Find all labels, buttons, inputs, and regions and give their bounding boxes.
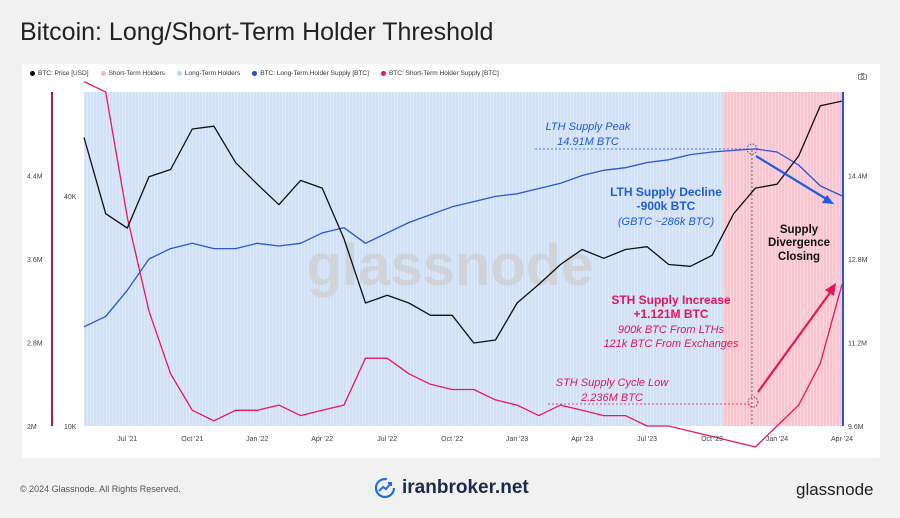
x-tick-label: Apr '23 xyxy=(571,436,593,443)
legend-item-sth-supply[interactable]: BTC: Short-Term Holder Supply [BTC] xyxy=(380,70,499,77)
lth-supply-line xyxy=(83,148,843,328)
legend-item-lth-band[interactable]: Long-Term Holders xyxy=(176,70,241,77)
x-tick-label: Oct '23 xyxy=(701,436,723,443)
legend-dot xyxy=(252,71,258,76)
legend-item-lth-supply[interactable]: BTC: Long-Term Holder Supply [BTC] xyxy=(252,70,369,77)
legend-item-price[interactable]: BTC: Price [USD] xyxy=(30,70,89,77)
legend-label: Long-Term Holders xyxy=(184,70,241,77)
iranbroker-brand[interactable]: iranbroker.net xyxy=(374,477,529,499)
right-tick-label: 14.4M xyxy=(848,174,868,181)
price-line xyxy=(83,100,843,344)
copyright-text: © 2024 Glassnode. All Rights Reserved. xyxy=(20,484,181,494)
lth-decline-label: LTH Supply Decline xyxy=(610,185,722,199)
sth-increase-value: +1.121M BTC xyxy=(633,307,708,321)
lth-peak-value: 14.91M BTC xyxy=(557,136,619,148)
x-tick-label: Apr '24 xyxy=(831,436,853,443)
chart-title: Bitcoin: Long/Short-Term Holder Threshol… xyxy=(20,18,494,46)
legend-label: BTC: Price [USD] xyxy=(38,70,89,77)
legend-item-sth-band[interactable]: Short-Term Holders xyxy=(100,70,165,77)
right-tick-label: 12.8M xyxy=(848,257,868,264)
x-tick-label: Oct '22 xyxy=(441,436,463,443)
sth-increase-note-2: 121k BTC From Exchanges xyxy=(603,338,739,350)
price-tick-label: 10K xyxy=(64,424,77,431)
right-tick-label: 11.2M xyxy=(848,341,867,348)
lth-decline-value: -900k BTC xyxy=(637,199,696,213)
lth-decline-note: (GBTC ~286k BTC) xyxy=(618,216,715,228)
x-tick-label: Jul '23 xyxy=(637,436,657,443)
glassnode-brand: glassnode xyxy=(796,480,874,499)
watermark-text: glassnode xyxy=(307,233,594,298)
legend-label: Short-Term Holders xyxy=(108,70,165,77)
legend-label: BTC: Short-Term Holder Supply [BTC] xyxy=(388,70,499,77)
left-tick-label: 2M xyxy=(27,424,37,431)
sth-band xyxy=(722,92,842,426)
x-tick-label: Oct '21 xyxy=(181,436,203,443)
legend-dot xyxy=(176,71,182,76)
sth-supply-line xyxy=(83,81,843,448)
camera-icon[interactable] xyxy=(858,73,867,80)
right-tick-label: 9.6M xyxy=(848,424,864,431)
x-tick-label: Jan '23 xyxy=(506,436,528,443)
lth-peak-label: LTH Supply Peak xyxy=(546,121,631,133)
sth-increase-note-1: 900k BTC From LTHs xyxy=(618,324,725,336)
left-tick-label: 4.4M xyxy=(27,174,43,181)
legend-dot xyxy=(100,71,106,76)
legend-label: BTC: Long-Term Holder Supply [BTC] xyxy=(260,70,369,77)
divergence-label-1: Supply xyxy=(780,224,819,236)
x-tick-label: Jan '22 xyxy=(246,436,268,443)
sth-low-value: 2.236M BTC xyxy=(580,392,643,404)
x-tick-label: Jul '21 xyxy=(117,436,137,443)
sth-increase-arrowhead xyxy=(825,283,836,296)
price-tick-label: 40K xyxy=(64,194,77,201)
sth-increase-arrow xyxy=(757,289,833,393)
lth-decline-arrow xyxy=(755,155,829,201)
lth-peak-marker xyxy=(746,143,758,155)
x-tick-label: Jan '24 xyxy=(766,436,788,443)
x-tick-label: Jul '22 xyxy=(377,436,397,443)
chart-legend: BTC: Price [USD] Short-Term Holders Long… xyxy=(30,70,499,77)
iranbroker-text: iranbroker.net xyxy=(402,477,529,498)
iranbroker-logo-icon xyxy=(374,477,396,499)
left-tick-label: 3.6M xyxy=(27,257,43,264)
legend-dot xyxy=(380,71,386,76)
legend-dot xyxy=(30,71,35,76)
divergence-label-3: Closing xyxy=(778,251,820,263)
x-tick-label: Apr '22 xyxy=(311,436,333,443)
lth-decline-arrowhead xyxy=(822,195,834,204)
sth-low-label: STH Supply Cycle Low xyxy=(556,377,670,389)
sth-low-marker xyxy=(747,396,759,408)
divergence-label-2: Divergence xyxy=(768,237,830,249)
left-tick-label: 2.8M xyxy=(27,341,43,348)
sth-increase-label: STH Supply Increase xyxy=(611,293,731,307)
